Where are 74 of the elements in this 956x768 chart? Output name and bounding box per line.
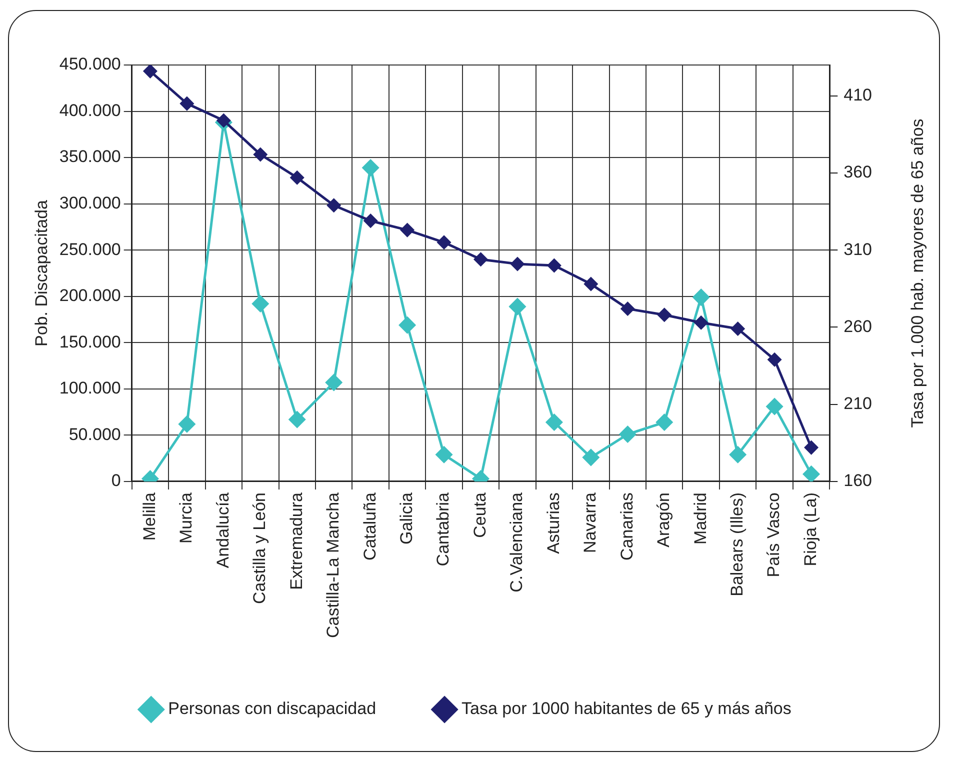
point <box>474 252 488 266</box>
x-tick-label: Andalucía <box>213 492 232 568</box>
y2-axis-title: Tasa por 1.000 hab. mayores de 65 años <box>908 118 928 428</box>
x-tick-label: Canarias <box>617 492 636 561</box>
y2-tick-label: 360 <box>844 162 872 182</box>
point <box>178 416 196 432</box>
point <box>730 446 746 463</box>
y-tick-label: 100.000 <box>59 378 121 398</box>
x-tick-label: Navarra <box>580 492 600 553</box>
y2-tick-label: 410 <box>844 86 872 105</box>
x-tick-label: Galicia <box>396 492 416 544</box>
point <box>362 159 379 176</box>
point <box>509 298 526 315</box>
point <box>364 214 378 228</box>
point <box>656 414 673 431</box>
x-tick-label: Rioja (La) <box>800 492 820 566</box>
y-tick-label: 150.000 <box>59 332 121 352</box>
point <box>620 302 634 316</box>
y-tick-label: 0 <box>111 471 121 490</box>
y2-tick-label: 160 <box>844 471 872 490</box>
point <box>766 398 783 415</box>
point <box>326 374 342 391</box>
point <box>694 316 708 330</box>
y2-tick-label: 260 <box>844 316 872 336</box>
y-tick-label: 250.000 <box>59 240 121 259</box>
y-tick-label: 300.000 <box>59 194 121 213</box>
y-axis-title: Pob. Discapacitada <box>32 199 51 346</box>
point <box>216 114 230 128</box>
point <box>400 223 414 237</box>
x-tick-label: Extremadura <box>286 492 306 590</box>
y-tick-label: 400.000 <box>59 100 121 120</box>
point <box>804 440 818 454</box>
point <box>768 352 782 366</box>
point <box>254 148 268 162</box>
x-tick-label: Aragón <box>654 492 674 548</box>
x-tick-label: Cataluña <box>360 492 380 561</box>
y-tick-label: 450.000 <box>59 54 121 74</box>
point <box>546 414 562 431</box>
point <box>252 296 269 312</box>
x-tick-label: Melilla <box>140 492 159 541</box>
x-tick-label: Castilla y León <box>250 492 270 604</box>
x-tick-label: Balears (Illes) <box>728 492 747 596</box>
point <box>437 236 451 250</box>
legend-label: Personas con discapacidad <box>168 699 376 718</box>
point <box>584 277 598 291</box>
x-tick-label: País Vasco <box>764 492 784 578</box>
point <box>692 289 710 306</box>
x-tick-label: Castilla-La Mancha <box>324 492 343 638</box>
point <box>180 96 194 110</box>
point <box>731 322 745 336</box>
x-tick-label: C.Valenciana <box>507 492 526 592</box>
legend-label: Tasa por 1000 habitantes de 65 y más años <box>462 699 792 718</box>
point <box>619 426 636 443</box>
point <box>547 258 561 272</box>
point <box>582 449 600 466</box>
x-tick-label: Ceuta <box>470 492 490 538</box>
point <box>290 170 304 184</box>
point <box>288 411 306 428</box>
point <box>143 65 157 78</box>
x-tick-label: Cantabria <box>434 492 453 566</box>
y2-tick-label: 310 <box>844 240 872 259</box>
point <box>399 316 416 334</box>
x-tick-label: Madrid <box>690 492 710 544</box>
x-tick-label: Murcia <box>176 492 196 544</box>
y2-tick-label: 210 <box>844 394 872 414</box>
x-tick-label: Asturias <box>544 492 563 554</box>
y-tick-label: 200.000 <box>59 286 121 306</box>
point <box>803 466 820 482</box>
point <box>327 198 341 212</box>
y-tick-label: 350.000 <box>59 147 121 166</box>
point <box>436 446 452 463</box>
y-tick-label: 50.000 <box>68 424 121 444</box>
point <box>658 308 672 322</box>
point <box>510 257 524 271</box>
